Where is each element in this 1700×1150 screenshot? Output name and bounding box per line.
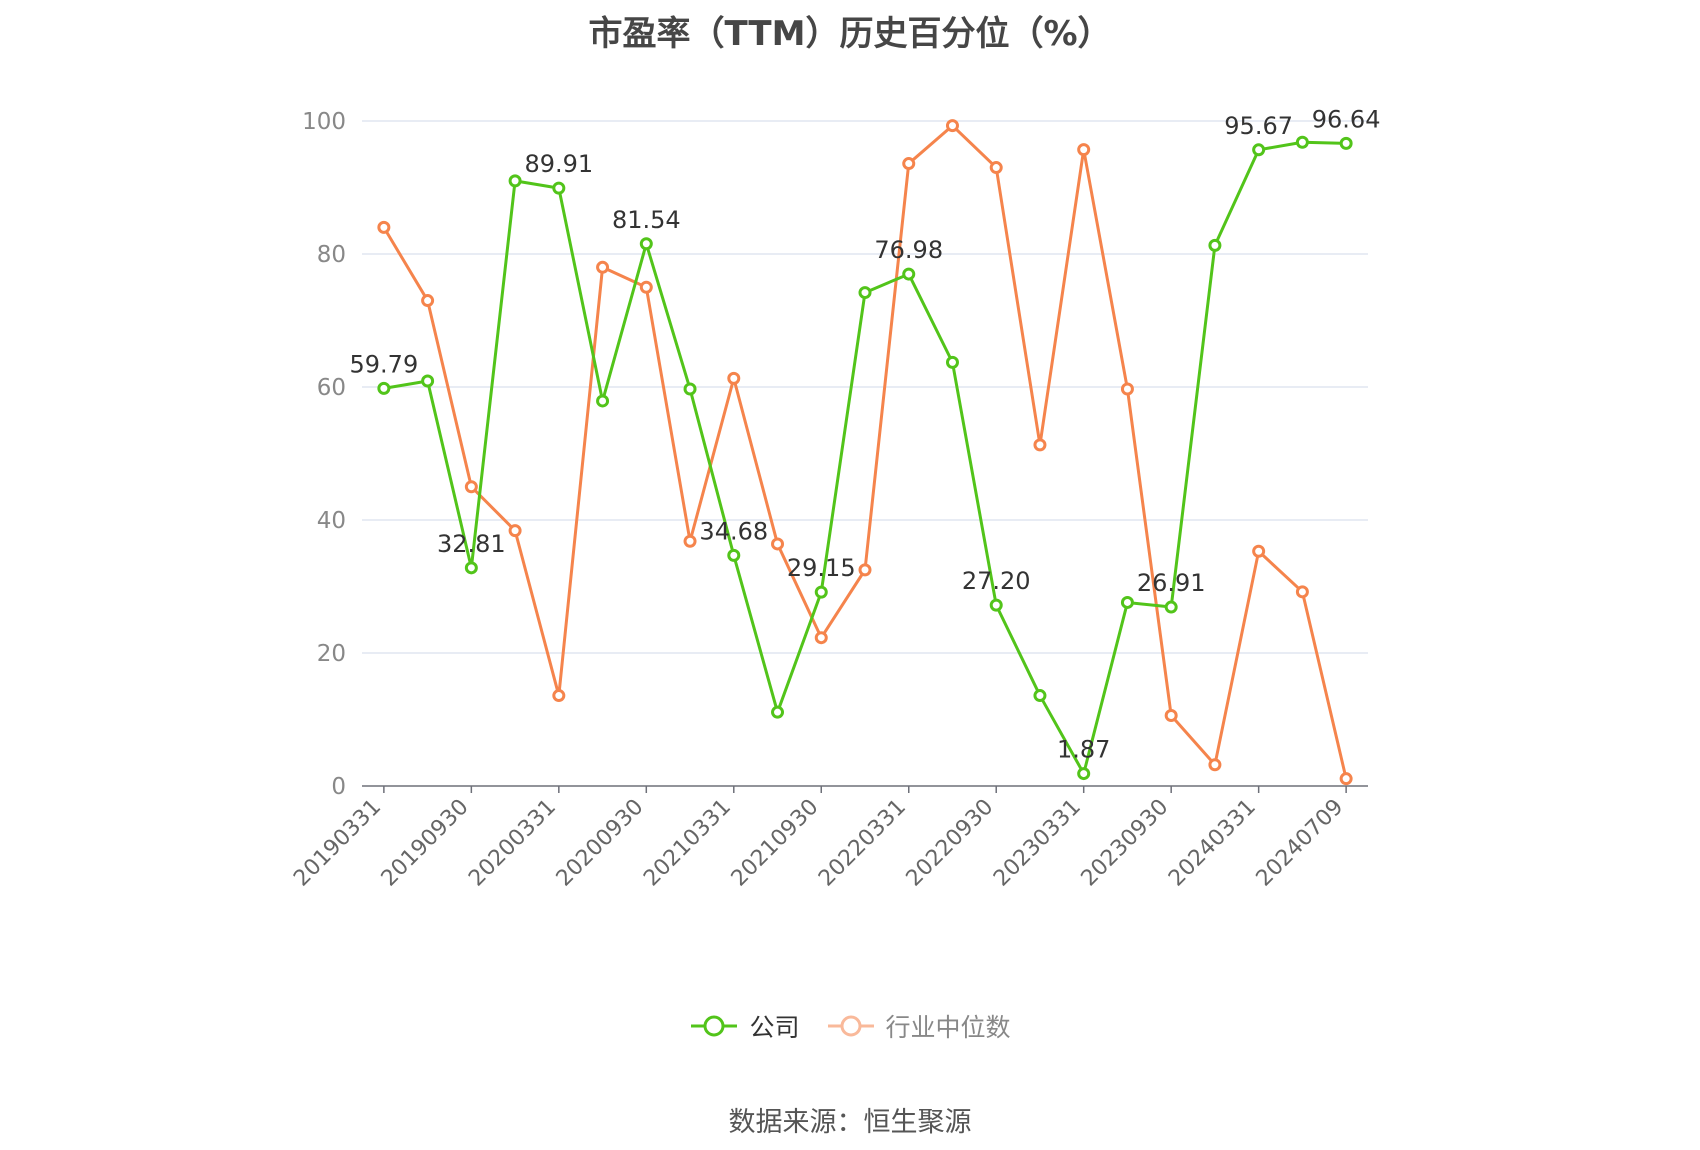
data-label: 59.79 — [350, 350, 419, 378]
y-tick-label: 80 — [317, 242, 346, 268]
x-tick-label: 20190930 — [377, 795, 474, 892]
series-line-company — [383, 140, 1347, 776]
x-tick-label: 20220930 — [902, 795, 999, 892]
data-point-industry — [771, 537, 785, 551]
x-tick-label: 20210331 — [639, 795, 736, 892]
data-point-industry — [683, 534, 697, 548]
data-point-industry — [1295, 585, 1309, 599]
x-tick-label: 20210930 — [727, 795, 824, 892]
data-point-industry — [421, 294, 435, 308]
legend-label-industry: 行业中位数 — [885, 1013, 1011, 1042]
legend: 公司 行业中位数 — [0, 1008, 1700, 1044]
y-tick-label: 40 — [317, 508, 346, 534]
data-point-industry — [1120, 382, 1134, 396]
x-tick-label: 20240709 — [1252, 795, 1349, 892]
data-point-company — [508, 174, 522, 188]
legend-label-company: 公司 — [749, 1013, 800, 1042]
data-point-company — [814, 585, 828, 599]
y-tick-label: 100 — [302, 109, 346, 135]
data-point-company — [945, 355, 959, 369]
chart-title: 市盈率（TTM）历史百分位（%） — [588, 14, 1112, 54]
data-point-company — [464, 561, 478, 575]
data-point-industry — [596, 260, 610, 274]
data-point-company — [639, 237, 653, 251]
data-point-company — [902, 267, 916, 281]
data-point-industry — [858, 563, 872, 577]
data-source: 数据来源：恒生聚源 — [728, 1107, 972, 1138]
data-label: 27.20 — [962, 567, 1031, 595]
data-point-company — [596, 394, 610, 408]
y-tick-label: 20 — [317, 641, 346, 667]
data-point-company — [771, 705, 785, 719]
data-point-industry — [377, 220, 391, 234]
y-tick-label: 60 — [317, 375, 346, 401]
x-tick-label: 20240331 — [1164, 795, 1261, 892]
data-label: 95.67 — [1224, 112, 1293, 140]
data-point-company — [989, 598, 1003, 612]
data-point-industry — [902, 157, 916, 171]
data-point-industry — [727, 371, 741, 385]
data-label: 29.15 — [787, 554, 856, 582]
data-label: 89.91 — [524, 150, 593, 178]
data-point-company — [1164, 600, 1178, 614]
data-point-company — [1033, 689, 1047, 703]
data-point-company — [1339, 136, 1353, 150]
data-point-industry — [552, 689, 566, 703]
legend-item-company[interactable]: 公司 — [689, 1008, 800, 1044]
data-point-industry — [1339, 772, 1353, 786]
x-tick-label: 20220331 — [814, 795, 911, 892]
legend-company-icon — [691, 1015, 738, 1037]
x-tick-label: 20190331 — [289, 795, 386, 892]
data-point-company — [1208, 238, 1222, 252]
data-label: 1.87 — [1057, 736, 1110, 764]
data-point-company — [1252, 143, 1266, 157]
data-point-industry — [464, 480, 478, 494]
data-label: 34.68 — [699, 517, 768, 545]
data-label: 26.91 — [1137, 569, 1206, 597]
data-point-company — [727, 548, 741, 562]
data-point-company — [421, 374, 435, 388]
data-point-company — [1295, 135, 1309, 149]
y-tick-label: 0 — [331, 774, 346, 800]
x-tick-label: 20230331 — [989, 795, 1086, 892]
data-label: 96.64 — [1312, 105, 1381, 133]
data-label: 81.54 — [612, 206, 681, 234]
legend-item-industry[interactable]: 行业中位数 — [826, 1008, 1011, 1044]
data-point-industry — [1252, 544, 1266, 558]
data-point-industry — [814, 631, 828, 645]
data-point-company — [552, 181, 566, 195]
x-tick-label: 20200331 — [464, 795, 561, 892]
data-label: 32.81 — [437, 530, 506, 558]
series-line-industry — [382, 124, 1348, 780]
data-point-industry — [1033, 438, 1047, 452]
data-point-company — [377, 381, 391, 395]
data-point-company — [1120, 595, 1134, 609]
data-point-industry — [1077, 143, 1091, 157]
data-point-industry — [1208, 758, 1222, 772]
data-point-industry — [989, 161, 1003, 175]
data-label: 76.98 — [874, 236, 943, 264]
data-point-industry — [945, 119, 959, 133]
data-point-industry — [639, 280, 653, 294]
data-point-company — [858, 286, 872, 300]
legend-industry-icon — [827, 1015, 874, 1037]
x-tick-label: 20230930 — [1077, 795, 1174, 892]
data-point-company — [683, 382, 697, 396]
data-point-industry — [1164, 709, 1178, 723]
data-point-industry — [508, 524, 522, 538]
x-tick-label: 20200930 — [552, 795, 649, 892]
data-point-company — [1077, 767, 1091, 781]
